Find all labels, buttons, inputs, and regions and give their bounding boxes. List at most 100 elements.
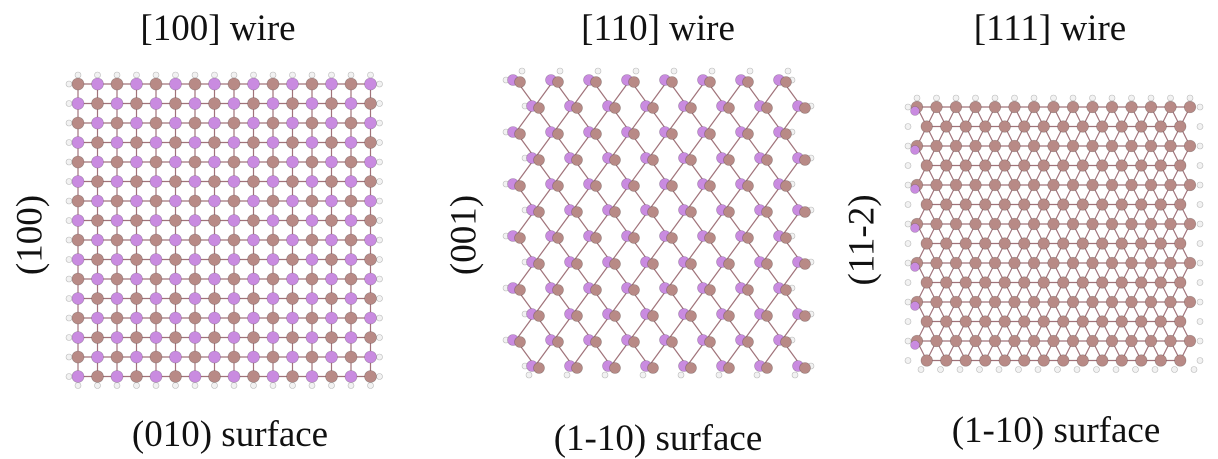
lattice-atom xyxy=(188,272,202,286)
lattice-atom xyxy=(266,292,280,305)
lattice-atom xyxy=(1047,217,1060,231)
lattice-atom xyxy=(1164,295,1177,309)
lattice-atom xyxy=(208,350,221,364)
lattice-atom xyxy=(149,370,163,383)
lattice-atom xyxy=(208,136,221,149)
lattice-atom xyxy=(344,350,358,364)
lattice-atom xyxy=(266,311,280,325)
lattice-atom xyxy=(344,214,358,227)
lattice-atom xyxy=(130,116,143,130)
lattice-atom xyxy=(266,272,280,286)
lattice-atom xyxy=(533,206,545,218)
hydrogen-atom xyxy=(601,371,609,379)
lattice-atom xyxy=(1183,256,1197,270)
lattice-atom xyxy=(188,370,202,383)
lattice-atom xyxy=(286,350,299,364)
lattice-atom xyxy=(71,175,85,188)
lattice-atom xyxy=(998,315,1011,328)
lattice-atom xyxy=(110,370,124,383)
lattice-atom xyxy=(533,362,545,374)
lattice-atom xyxy=(1096,159,1109,172)
hydrogen-atom xyxy=(746,67,754,75)
lattice-atom xyxy=(969,139,982,153)
lattice-atom xyxy=(266,77,280,91)
lattice-atom xyxy=(305,97,319,110)
hydrogen-atom xyxy=(376,334,383,341)
lattice-atom xyxy=(723,154,735,166)
lattice-atom xyxy=(1144,295,1158,309)
lattice-atom xyxy=(130,292,143,305)
hydrogen-atom xyxy=(1034,366,1042,373)
hydrogen-atom xyxy=(376,295,383,302)
hydrogen-atom xyxy=(1050,94,1057,102)
lattice-atom xyxy=(286,272,299,286)
lattice-atom xyxy=(130,253,143,266)
lattice-atom xyxy=(940,237,953,250)
lattice-atom xyxy=(1027,295,1041,309)
hydrogen-atom xyxy=(594,67,602,75)
hydrogen-atom xyxy=(1112,366,1120,373)
hydrogen-atom xyxy=(376,100,383,107)
lattice-atom xyxy=(979,159,992,172)
lattice-atom xyxy=(1174,120,1187,133)
lattice-atom xyxy=(1027,217,1041,231)
hydrogen-atom xyxy=(937,366,944,373)
hydrogen-atom xyxy=(1171,366,1178,373)
hydrogen-atom xyxy=(94,382,101,389)
lattice-atom xyxy=(305,214,319,227)
lattice-atom xyxy=(169,370,182,383)
lattice-atom xyxy=(949,334,963,348)
lattice-atom xyxy=(208,175,221,188)
hydrogen-atom xyxy=(1196,181,1204,189)
lattice-atom xyxy=(742,336,754,348)
lattice-atom xyxy=(110,97,124,110)
lattice-atom xyxy=(130,233,143,247)
hydrogen-atom xyxy=(376,197,383,205)
lattice-atom xyxy=(344,136,358,149)
lattice-atom xyxy=(514,180,526,192)
lattice-atom xyxy=(1008,178,1021,192)
hydrogen-atom xyxy=(376,373,383,380)
lattice-atom xyxy=(169,311,182,325)
lattice-atom xyxy=(149,292,163,305)
hydrogen-atom xyxy=(525,371,533,379)
lattice-atom xyxy=(305,155,319,169)
lattice-atom xyxy=(247,214,260,227)
hydrogen-atom xyxy=(269,382,277,389)
hydrogen-atom xyxy=(784,67,792,75)
lattice-atom xyxy=(1037,198,1050,211)
lattice-atom xyxy=(305,331,319,344)
lattice-atom xyxy=(247,136,260,149)
lattice-atom xyxy=(71,350,85,364)
lattice-atom xyxy=(208,233,221,247)
lattice-atom xyxy=(959,198,972,211)
lattice-atom xyxy=(1164,256,1177,270)
lattice-atom xyxy=(920,276,933,289)
hydrogen-atom xyxy=(904,103,912,111)
honeycomb-lattice-structure xyxy=(502,67,815,379)
hydrogen-atom xyxy=(308,382,316,389)
hydrogen-atom xyxy=(289,71,296,79)
hydrogen-atom xyxy=(191,382,199,389)
lattice-atom xyxy=(988,295,1002,309)
hydrogen-atom xyxy=(677,371,685,379)
hydrogen-atom xyxy=(670,67,678,75)
lattice-atom xyxy=(910,184,920,194)
lattice-atom xyxy=(305,116,319,130)
lattice-atom xyxy=(71,233,85,247)
hydrogen-atom xyxy=(65,256,73,263)
lattice-atom xyxy=(910,223,920,233)
lattice-atom xyxy=(685,362,697,374)
lattice-atom xyxy=(988,178,1002,192)
lattice-atom xyxy=(1047,334,1060,348)
lattice-atom xyxy=(110,331,124,344)
lattice-atom xyxy=(247,77,260,91)
lattice-atom xyxy=(552,128,564,140)
lattice-atom xyxy=(1037,237,1050,250)
lattice-atom xyxy=(628,180,640,192)
lattice-atom xyxy=(533,258,545,270)
lattice-atom xyxy=(1135,198,1148,211)
lattice-atom xyxy=(325,97,338,110)
lattice-atom xyxy=(647,258,659,270)
lattice-atom xyxy=(266,253,280,266)
